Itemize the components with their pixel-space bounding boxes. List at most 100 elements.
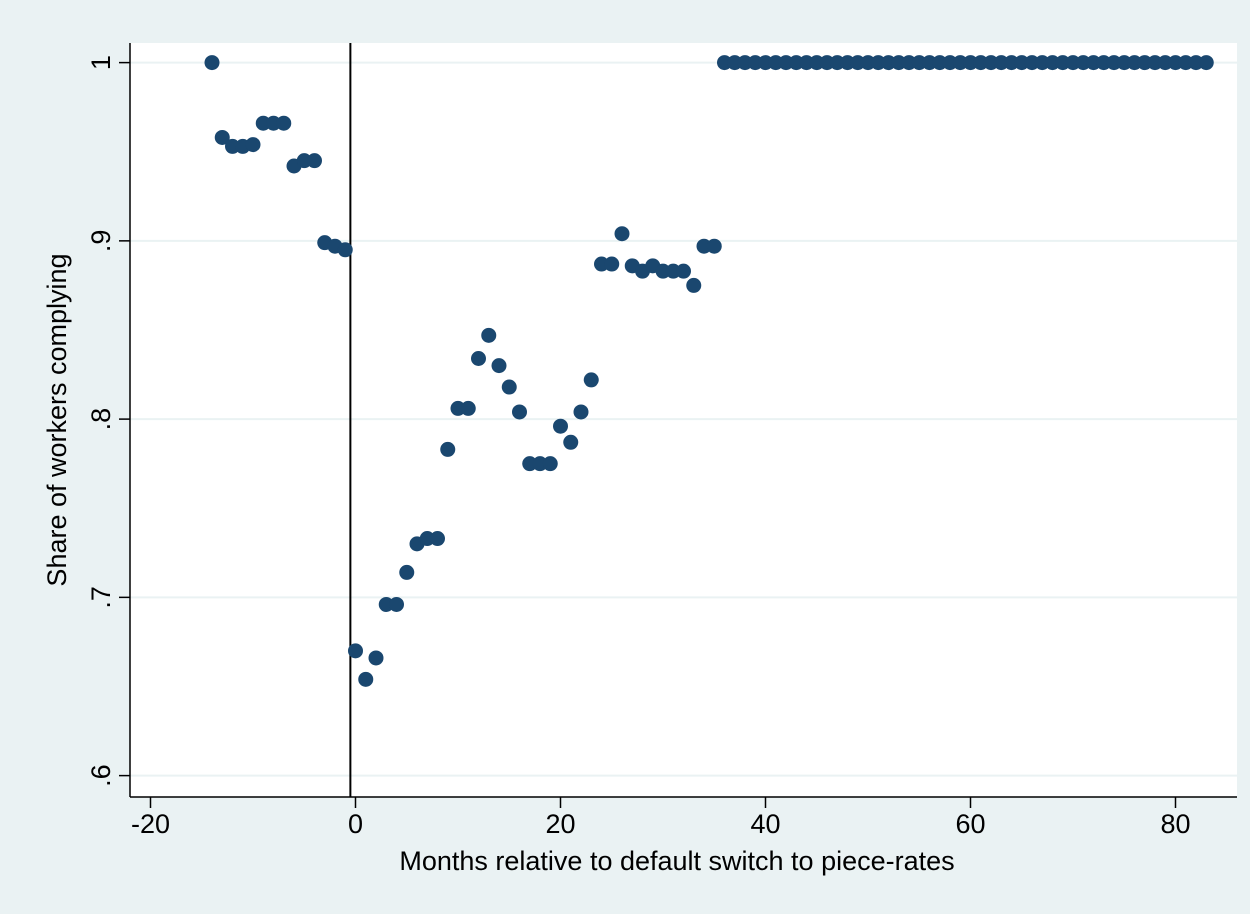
point (614, 226, 630, 242)
point (942, 55, 958, 71)
x-tick-label: 40 (750, 809, 780, 839)
point (532, 456, 548, 472)
point (1075, 55, 1091, 71)
y-tick-label: .6 (86, 764, 116, 787)
point (583, 372, 599, 388)
point (430, 531, 445, 547)
point (450, 400, 466, 416)
point (881, 55, 896, 71)
point (563, 434, 579, 450)
point (348, 643, 363, 659)
point (665, 263, 681, 279)
point (768, 55, 784, 71)
point (1055, 55, 1071, 71)
point (553, 418, 568, 434)
point (1198, 55, 1214, 71)
point (963, 55, 978, 71)
point (952, 55, 968, 71)
point (214, 129, 230, 145)
point (460, 400, 476, 416)
point (1157, 55, 1173, 71)
point (1086, 55, 1101, 71)
point (501, 379, 517, 395)
point (737, 55, 753, 71)
x-axis-title: Months relative to default switch to pie… (399, 846, 954, 876)
point (204, 55, 220, 71)
point (225, 138, 240, 154)
y-tick-label: .8 (86, 408, 116, 431)
point (337, 242, 353, 258)
point (1096, 55, 1112, 71)
point (1147, 55, 1163, 71)
point (717, 55, 732, 71)
point (573, 404, 589, 420)
point (1045, 55, 1060, 71)
point (922, 55, 937, 71)
point (799, 55, 814, 71)
point (819, 55, 835, 71)
point (255, 115, 271, 131)
point (1188, 55, 1204, 71)
point (358, 671, 374, 687)
point (522, 456, 538, 472)
point (829, 55, 845, 71)
point (686, 277, 702, 293)
point (245, 137, 261, 153)
y-tick-label: .7 (86, 586, 116, 609)
point (419, 531, 435, 547)
point (676, 263, 691, 279)
point (1004, 55, 1019, 71)
point (389, 596, 404, 612)
point (594, 256, 609, 272)
point (1065, 55, 1081, 71)
point (758, 55, 773, 71)
point (1034, 55, 1050, 71)
point (973, 55, 989, 71)
point (788, 55, 804, 71)
point (1014, 55, 1030, 71)
point (378, 596, 394, 612)
point (266, 115, 281, 131)
x-tick-label: 60 (955, 809, 985, 839)
x-tick-label: 0 (348, 809, 363, 839)
point (1127, 55, 1142, 71)
point (512, 404, 527, 420)
point (1168, 55, 1183, 71)
point (307, 153, 322, 169)
point (870, 55, 886, 71)
point (655, 263, 671, 279)
point (993, 55, 1009, 71)
point (911, 55, 927, 71)
point (850, 55, 866, 71)
point (296, 153, 312, 169)
point (481, 327, 497, 343)
point (399, 564, 415, 580)
point (1024, 55, 1040, 71)
point (778, 55, 794, 71)
point (747, 55, 763, 71)
point (471, 351, 486, 367)
y-tick-label: .9 (86, 230, 116, 253)
point (491, 358, 507, 374)
point (1116, 55, 1132, 71)
x-tick-label: 20 (545, 809, 575, 839)
point (276, 115, 292, 131)
point (891, 55, 907, 71)
point (727, 55, 743, 71)
point (696, 238, 712, 254)
x-tick-label: 80 (1160, 809, 1190, 839)
point (1178, 55, 1194, 71)
point (1137, 55, 1153, 71)
point (901, 55, 917, 71)
point (932, 55, 948, 71)
y-axis-title: Share of workers complying (42, 253, 72, 586)
point (604, 256, 620, 272)
point (840, 55, 855, 71)
y-tick-label: 1 (86, 55, 116, 70)
x-tick-label: -20 (131, 809, 170, 839)
point (440, 441, 456, 457)
point (1106, 55, 1122, 71)
point (860, 55, 876, 71)
